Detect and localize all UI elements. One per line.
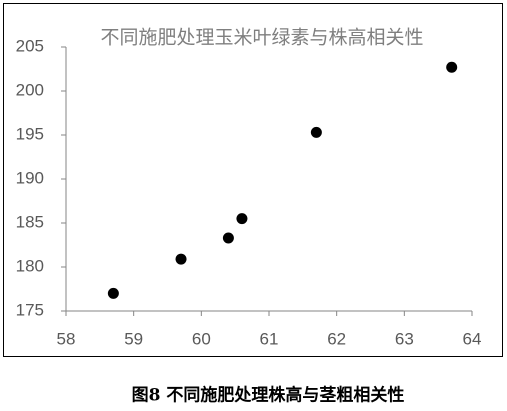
y-tick-label: 195 bbox=[16, 124, 44, 143]
chart-frame bbox=[3, 3, 503, 357]
y-tick-label: 175 bbox=[16, 300, 44, 319]
chart-title: 不同施肥处理玉米叶绿素与株高相关性 bbox=[100, 27, 423, 49]
point bbox=[107, 287, 119, 299]
point bbox=[175, 253, 187, 265]
x-tick-label: 63 bbox=[395, 329, 414, 348]
x-tick-label: 62 bbox=[327, 329, 346, 348]
point bbox=[310, 126, 322, 138]
caption: 图8 不同施肥处理株高与茎粗相关性 bbox=[132, 385, 405, 406]
x-tick-label: 59 bbox=[124, 329, 143, 348]
x-tick-label: 60 bbox=[192, 329, 211, 348]
point bbox=[222, 232, 234, 244]
y-tick-label: 185 bbox=[16, 212, 44, 231]
y-tick-label: 205 bbox=[16, 36, 44, 55]
x-tick-label: 61 bbox=[260, 329, 279, 348]
point bbox=[446, 61, 458, 73]
point bbox=[236, 213, 248, 225]
x-tick-label: 58 bbox=[57, 329, 76, 348]
x-tick-label: 64 bbox=[463, 329, 482, 348]
y-tick-label: 180 bbox=[16, 256, 44, 275]
y-tick-label: 190 bbox=[16, 168, 44, 187]
y-tick-label: 200 bbox=[16, 80, 44, 99]
